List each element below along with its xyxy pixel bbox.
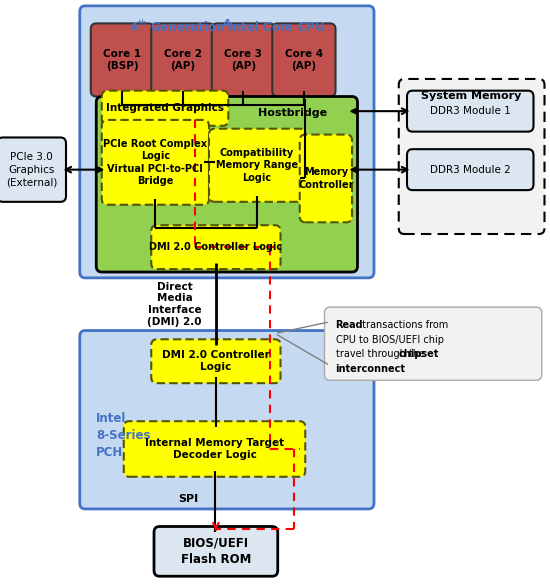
Text: travel through the: travel through the bbox=[336, 349, 428, 359]
FancyBboxPatch shape bbox=[102, 91, 228, 126]
Text: System Memory: System Memory bbox=[421, 91, 522, 101]
FancyBboxPatch shape bbox=[96, 97, 358, 272]
Text: 4$^{th}$ Generation Intel Core CPU: 4$^{th}$ Generation Intel Core CPU bbox=[129, 19, 324, 35]
FancyBboxPatch shape bbox=[102, 120, 209, 205]
Text: BIOS/UEFI
Flash ROM: BIOS/UEFI Flash ROM bbox=[181, 537, 251, 566]
FancyBboxPatch shape bbox=[272, 23, 336, 97]
FancyBboxPatch shape bbox=[212, 23, 275, 97]
Text: DDR3 Module 2: DDR3 Module 2 bbox=[430, 164, 510, 175]
FancyBboxPatch shape bbox=[399, 79, 544, 234]
Text: transactions from: transactions from bbox=[359, 320, 448, 330]
Text: DMI 2.0 Controller Logic: DMI 2.0 Controller Logic bbox=[149, 242, 283, 252]
Text: DDR3 Module 1: DDR3 Module 1 bbox=[430, 106, 510, 116]
Text: Core 2
(AP): Core 2 (AP) bbox=[164, 49, 202, 71]
Text: CPU to BIOS/UEFI chip: CPU to BIOS/UEFI chip bbox=[336, 335, 443, 345]
Text: Direct
Media
Interface
(DMI) 2.0: Direct Media Interface (DMI) 2.0 bbox=[147, 282, 202, 326]
Text: Integrated Graphics: Integrated Graphics bbox=[106, 103, 224, 113]
Text: Hostbridge: Hostbridge bbox=[258, 108, 327, 118]
FancyBboxPatch shape bbox=[91, 23, 154, 97]
Text: Internal Memory Target
Decoder Logic: Internal Memory Target Decoder Logic bbox=[145, 438, 284, 460]
Text: PCIe 3.0
Graphics
(External): PCIe 3.0 Graphics (External) bbox=[6, 152, 57, 187]
FancyBboxPatch shape bbox=[324, 307, 542, 380]
Text: chipset: chipset bbox=[399, 349, 439, 359]
Text: DMI 2.0 Controller
Logic: DMI 2.0 Controller Logic bbox=[162, 350, 270, 373]
Text: 4: 4 bbox=[223, 19, 231, 29]
Text: Core 3
(AP): Core 3 (AP) bbox=[224, 49, 262, 71]
FancyBboxPatch shape bbox=[407, 149, 534, 190]
FancyBboxPatch shape bbox=[151, 23, 214, 97]
Text: SPI: SPI bbox=[178, 494, 198, 504]
FancyBboxPatch shape bbox=[151, 225, 280, 269]
FancyBboxPatch shape bbox=[0, 137, 66, 202]
FancyBboxPatch shape bbox=[151, 339, 280, 383]
Text: interconnect: interconnect bbox=[336, 364, 405, 374]
FancyBboxPatch shape bbox=[80, 331, 374, 509]
FancyBboxPatch shape bbox=[154, 526, 278, 576]
Text: Core 4
(AP): Core 4 (AP) bbox=[285, 49, 323, 71]
Text: Read: Read bbox=[336, 320, 363, 330]
Text: PCIe Root Complex
Logic
Virtual PCI-to-PCI
Bridge: PCIe Root Complex Logic Virtual PCI-to-P… bbox=[103, 139, 207, 186]
Text: Memory
Controller: Memory Controller bbox=[298, 167, 354, 190]
FancyBboxPatch shape bbox=[80, 6, 374, 278]
Text: Intel
8-Series
PCH: Intel 8-Series PCH bbox=[96, 412, 151, 459]
FancyBboxPatch shape bbox=[407, 91, 534, 132]
FancyBboxPatch shape bbox=[124, 421, 305, 477]
Text: Compatibility
Memory Range
Logic: Compatibility Memory Range Logic bbox=[216, 148, 298, 183]
Text: Core 1
(BSP): Core 1 (BSP) bbox=[103, 49, 141, 71]
FancyBboxPatch shape bbox=[300, 135, 352, 222]
FancyBboxPatch shape bbox=[209, 129, 305, 202]
